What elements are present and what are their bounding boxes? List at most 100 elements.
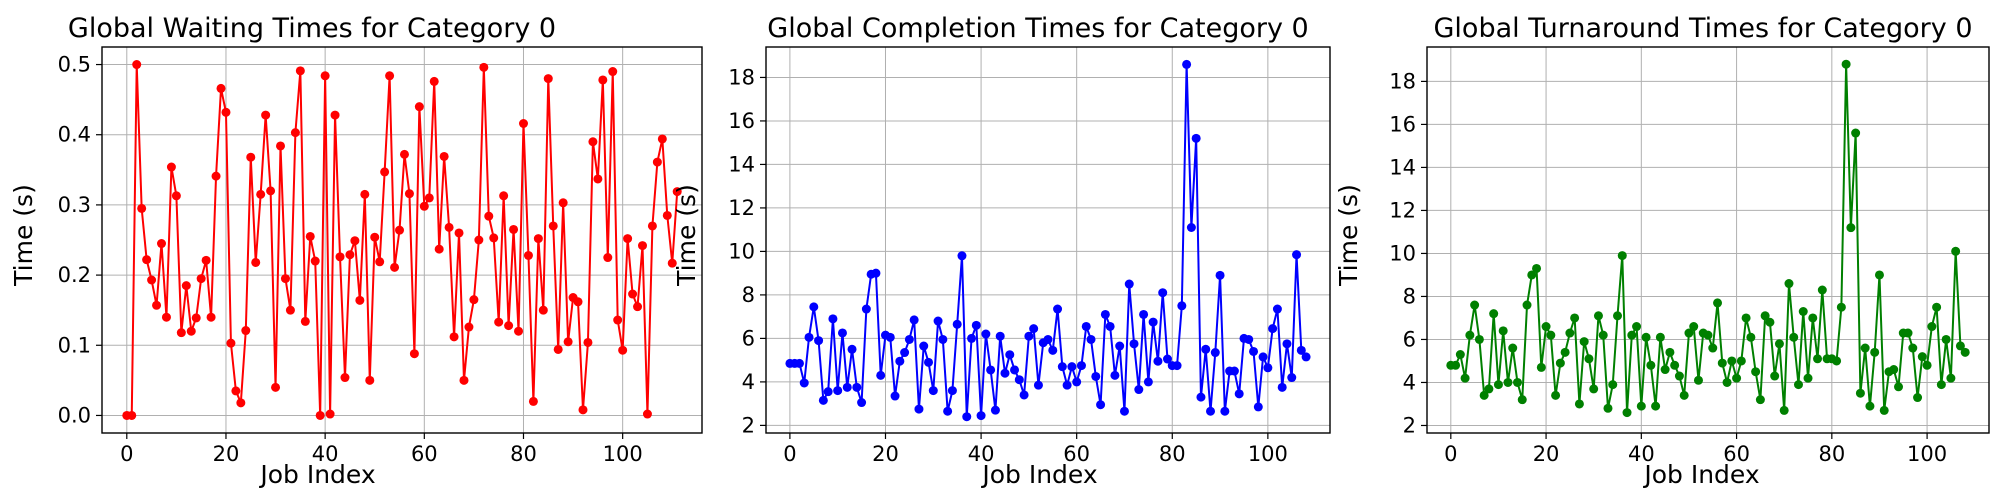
turnaround-times-ylabel: Time (s) bbox=[1334, 184, 1363, 287]
turnaround-times-axes-frame bbox=[1426, 46, 1990, 434]
turnaround-times-data-point bbox=[1608, 380, 1618, 390]
turnaround-times-data-point bbox=[1512, 377, 1522, 387]
completion-times-data-point bbox=[1067, 362, 1077, 372]
turnaround-times-ytick-label: 16 bbox=[1389, 112, 1416, 136]
completion-times-data-point bbox=[823, 387, 833, 397]
completion-times-data-point bbox=[919, 341, 929, 351]
completion-times-data-point bbox=[928, 386, 938, 396]
completion-times-data-point bbox=[794, 358, 804, 368]
completion-times-data-point bbox=[1182, 59, 1192, 69]
completion-times-xlabel: Job Index bbox=[980, 460, 1097, 489]
completion-times-data-point bbox=[1244, 334, 1254, 344]
completion-times-data-point bbox=[1282, 339, 1292, 349]
waiting-times-data-point bbox=[300, 316, 310, 326]
completion-times-data-point bbox=[1229, 366, 1239, 376]
completion-times-data-point bbox=[1292, 250, 1302, 260]
waiting-times-data-point bbox=[206, 312, 216, 322]
waiting-times-data-point bbox=[548, 221, 558, 231]
turnaround-times-ytick-label: 12 bbox=[1389, 198, 1416, 222]
waiting-times-data-point bbox=[518, 119, 528, 128]
completion-times-data-point bbox=[1277, 382, 1287, 392]
turnaround-times-data-point bbox=[1832, 356, 1842, 366]
turnaround-times-data-point bbox=[1860, 343, 1870, 353]
waiting-times-data-point bbox=[647, 221, 657, 231]
turnaround-times-data-point bbox=[1560, 347, 1570, 357]
completion-times-data-point bbox=[1301, 352, 1311, 362]
turnaround-times-data-point bbox=[1503, 377, 1513, 387]
waiting-times-axes-frame bbox=[101, 46, 703, 434]
waiting-times-data-point bbox=[171, 191, 181, 201]
waiting-times-xtick-label: 20 bbox=[213, 442, 240, 466]
waiting-times-data-point bbox=[241, 326, 251, 336]
waiting-times-data-point bbox=[662, 210, 672, 220]
completion-times-xtick-label: 0 bbox=[783, 442, 796, 466]
waiting-times-data-point bbox=[380, 167, 390, 177]
completion-times-data-point bbox=[1201, 344, 1211, 354]
waiting-times-data-point bbox=[295, 66, 305, 76]
turnaround-times-data-point bbox=[1493, 380, 1503, 390]
completion-times-data-point bbox=[1014, 375, 1024, 385]
completion-times-ytick-label: 4 bbox=[742, 370, 755, 394]
turnaround-times-data-point bbox=[1517, 395, 1527, 405]
turnaround-times-xlabel: Job Index bbox=[1642, 460, 1759, 489]
completion-times-data-point bbox=[799, 378, 809, 388]
waiting-times-ytick-label: 0.5 bbox=[58, 53, 91, 77]
completion-times-data-point bbox=[1005, 350, 1015, 360]
turnaround-times-data-point bbox=[1570, 313, 1580, 323]
turnaround-times-data-point bbox=[1713, 298, 1723, 308]
turnaround-times-plot-area: 0 20 40 60 80 100 2 4 6 8 10 12 14 16 18 bbox=[1389, 46, 1990, 466]
waiting-times-data-point bbox=[231, 386, 241, 396]
turnaround-times-data-point bbox=[1941, 334, 1951, 344]
waiting-times-data-point bbox=[147, 275, 157, 285]
waiting-times-data-point bbox=[315, 410, 325, 420]
completion-times-ytick-label: 14 bbox=[728, 152, 755, 176]
completion-times-data-point bbox=[952, 319, 962, 329]
waiting-times-data-point bbox=[211, 171, 221, 181]
turnaround-times-xtick-label: 20 bbox=[1533, 442, 1560, 466]
turnaround-times-data-point bbox=[1660, 365, 1670, 375]
turnaround-times-data-point bbox=[1894, 382, 1904, 392]
completion-times-data-point bbox=[943, 406, 953, 416]
completion-times-ytick-label: 8 bbox=[742, 283, 755, 307]
turnaround-times-data-point bbox=[1908, 343, 1918, 353]
completion-times-data-point bbox=[1124, 279, 1134, 289]
turnaround-times-data-point bbox=[1451, 360, 1461, 370]
waiting-times-data-point bbox=[588, 137, 598, 147]
waiting-times-data-point bbox=[459, 375, 469, 385]
waiting-times-data-point bbox=[623, 234, 633, 244]
waiting-times-data-point bbox=[613, 315, 623, 325]
waiting-times-xlabel: Job Index bbox=[258, 460, 375, 489]
turnaround-times-data-point bbox=[1813, 354, 1823, 364]
completion-times-data-point bbox=[981, 329, 991, 339]
completion-times-panel: Global Completion Times for Category 0 J… bbox=[672, 13, 1331, 489]
turnaround-times-data-point bbox=[1460, 373, 1470, 383]
waiting-times-data-point bbox=[523, 250, 533, 260]
waiting-times-data-point bbox=[365, 375, 375, 385]
waiting-times-data-point bbox=[221, 107, 231, 117]
completion-times-data-point bbox=[1081, 321, 1091, 331]
waiting-times-data-point bbox=[563, 337, 573, 347]
completion-times-data-point bbox=[842, 382, 852, 392]
completion-times-data-point bbox=[1215, 270, 1225, 280]
waiting-times-data-point bbox=[603, 253, 613, 263]
waiting-times-data-point bbox=[553, 344, 563, 354]
waiting-times-data-point bbox=[305, 231, 315, 241]
waiting-times-data-point bbox=[325, 409, 335, 419]
waiting-times-data-point bbox=[360, 189, 370, 199]
completion-times-xtick-label: 60 bbox=[1063, 442, 1090, 466]
turnaround-times-xtick-label: 0 bbox=[1444, 442, 1457, 466]
waiting-times-data-point bbox=[375, 257, 385, 267]
turnaround-times-data-point bbox=[1755, 395, 1765, 405]
waiting-times-data-point bbox=[543, 74, 553, 84]
waiting-times-xtick-label: 0 bbox=[120, 442, 133, 466]
turnaround-times-data-point bbox=[1584, 354, 1594, 364]
turnaround-times-data-point bbox=[1717, 358, 1727, 368]
completion-times-data-point bbox=[876, 370, 886, 380]
turnaround-times-data-point bbox=[1522, 300, 1532, 310]
completion-times-data-point bbox=[914, 404, 924, 414]
completion-times-data-point bbox=[1263, 363, 1273, 373]
turnaround-times-data-point bbox=[1870, 347, 1880, 357]
waiting-times-data-point bbox=[494, 317, 504, 327]
turnaround-times-xtick-label: 40 bbox=[1628, 442, 1655, 466]
completion-times-data-point bbox=[1249, 346, 1259, 356]
